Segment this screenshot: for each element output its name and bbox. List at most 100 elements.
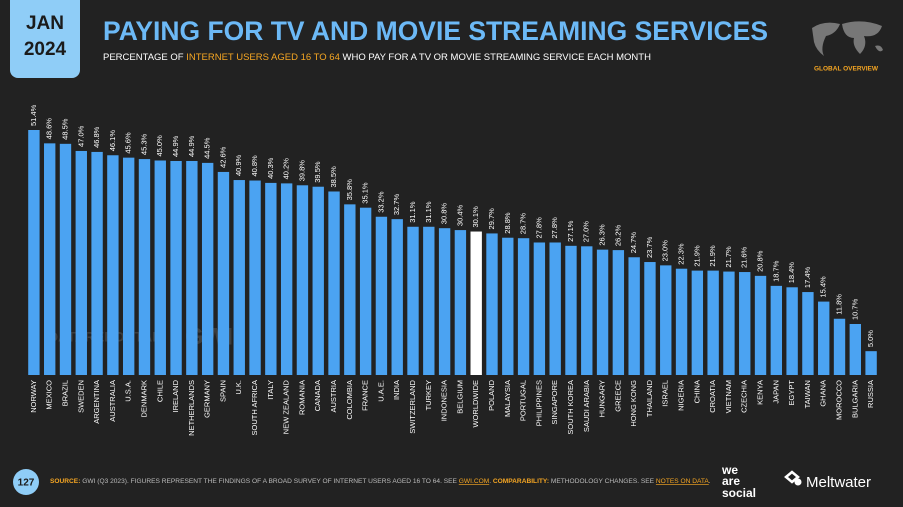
value-label: 45.3% [139, 133, 148, 155]
bar [391, 219, 403, 375]
value-label: 28.8% [503, 212, 512, 234]
bar [75, 150, 87, 375]
source-link[interactable]: NOTES ON DATA [656, 478, 709, 485]
bar [375, 216, 388, 375]
bar [359, 207, 372, 375]
category-label: U.K. [234, 380, 243, 395]
bar [565, 245, 577, 375]
value-label: 27.1% [566, 220, 575, 242]
bar [233, 180, 245, 375]
category-label: BELGIUM [455, 380, 464, 414]
value-label: 32.7% [392, 194, 401, 216]
category-label: CANADA [313, 380, 322, 411]
value-label: 45.6% [124, 132, 133, 154]
value-label: 30.8% [440, 203, 449, 225]
value-label: 10.7% [850, 298, 859, 320]
category-label: NEW ZEALAND [282, 379, 291, 434]
value-label: 27.0% [582, 221, 591, 243]
bar [612, 250, 625, 375]
bar [423, 226, 435, 375]
category-label: BRAZIL [60, 380, 69, 406]
value-label: 40.2% [282, 158, 291, 180]
bar [312, 186, 324, 375]
value-label: 26.2% [613, 225, 622, 247]
value-label: 48.5% [60, 118, 69, 140]
value-label: 21.9% [692, 245, 701, 267]
value-label: 29.7% [487, 208, 496, 230]
category-label: GERMANY [203, 380, 212, 418]
value-label: 46.1% [108, 130, 117, 152]
bar [280, 183, 293, 375]
value-label: 26.3% [598, 224, 607, 246]
category-label: VIETNAM [724, 380, 733, 413]
category-label: SWITZERLAND [408, 379, 417, 433]
bar [265, 182, 277, 375]
category-label: INDONESIA [440, 380, 449, 421]
category-label: BULGARIA [850, 380, 859, 418]
bar [186, 160, 198, 375]
category-label: ROMANIA [297, 380, 306, 415]
bar [517, 238, 530, 375]
category-label: NORWAY [29, 380, 38, 413]
badge-year: 2024 [24, 39, 67, 60]
category-label: SWEDEN [76, 380, 85, 413]
plot: 51.4% NORWAY 48.6% MEXICO 48.5% BRAZIL 47.0% SW… [28, 104, 877, 436]
category-label: ISRAEL [661, 380, 670, 407]
bar [675, 268, 688, 375]
page-number: 127 [18, 478, 35, 489]
category-label: JAPAN [771, 380, 780, 404]
category-label: CHINA [692, 380, 701, 403]
logo-text: Meltwater [806, 474, 871, 491]
category-label: U.S.A. [124, 380, 133, 402]
value-label: 5.0% [866, 330, 875, 347]
value-label: 15.4% [819, 276, 828, 298]
category-label: COLOMBIA [345, 380, 354, 420]
value-label: 35.8% [345, 179, 354, 201]
category-label: MOROCCO [834, 380, 843, 420]
value-label: 24.7% [629, 232, 638, 254]
bar [438, 228, 451, 375]
bar [549, 242, 561, 375]
category-label: SOUTH AFRICA [250, 380, 259, 435]
value-label: 27.8% [534, 217, 543, 239]
category-label: GREECE [613, 380, 622, 412]
value-label: 39.5% [313, 161, 322, 183]
value-label: 33.2% [376, 191, 385, 213]
source-text: . [709, 478, 711, 485]
source-note: SOURCE: GWI (Q3 2023). FIGURES REPRESENT… [50, 478, 711, 485]
bar [754, 275, 767, 375]
value-label: 38.5% [329, 166, 338, 188]
category-label: TURKEY [424, 380, 433, 410]
category-label: MALAYSIA [503, 380, 512, 417]
category-label: CROATIA [708, 380, 717, 413]
category-label: AUSTRALIA [108, 380, 117, 422]
category-label: GHANA [819, 380, 828, 407]
category-label: INDIA [392, 380, 401, 400]
title: PAYING FOR TV AND MOVIE STREAMING SERVIC… [103, 16, 768, 46]
bar [596, 249, 609, 375]
category-label: FRANCE [361, 380, 370, 411]
value-label: 21.7% [724, 246, 733, 268]
source-link[interactable]: GWI.COM [459, 478, 489, 485]
bar [865, 351, 877, 375]
value-label: 40.3% [266, 157, 275, 179]
category-label: PORTUGAL [519, 380, 528, 421]
bar [770, 285, 783, 375]
bar [739, 272, 751, 375]
category-label: THAILAND [645, 379, 654, 417]
value-label: 18.7% [771, 260, 780, 282]
world-map-icon [812, 21, 883, 56]
category-label: CHILE [155, 380, 164, 402]
bar [470, 231, 482, 375]
category-label: ITALY [266, 380, 275, 400]
bar [122, 157, 135, 375]
page-badge [13, 469, 39, 495]
category-label: HUNGARY [598, 380, 607, 417]
bar [217, 171, 230, 375]
category-label: SOUTH KOREA [566, 380, 575, 435]
category-label: POLAND [487, 379, 496, 410]
value-label: 21.9% [708, 245, 717, 267]
value-label: 27.8% [550, 217, 559, 239]
value-label: 17.4% [803, 266, 812, 288]
value-label: 46.8% [92, 126, 101, 148]
